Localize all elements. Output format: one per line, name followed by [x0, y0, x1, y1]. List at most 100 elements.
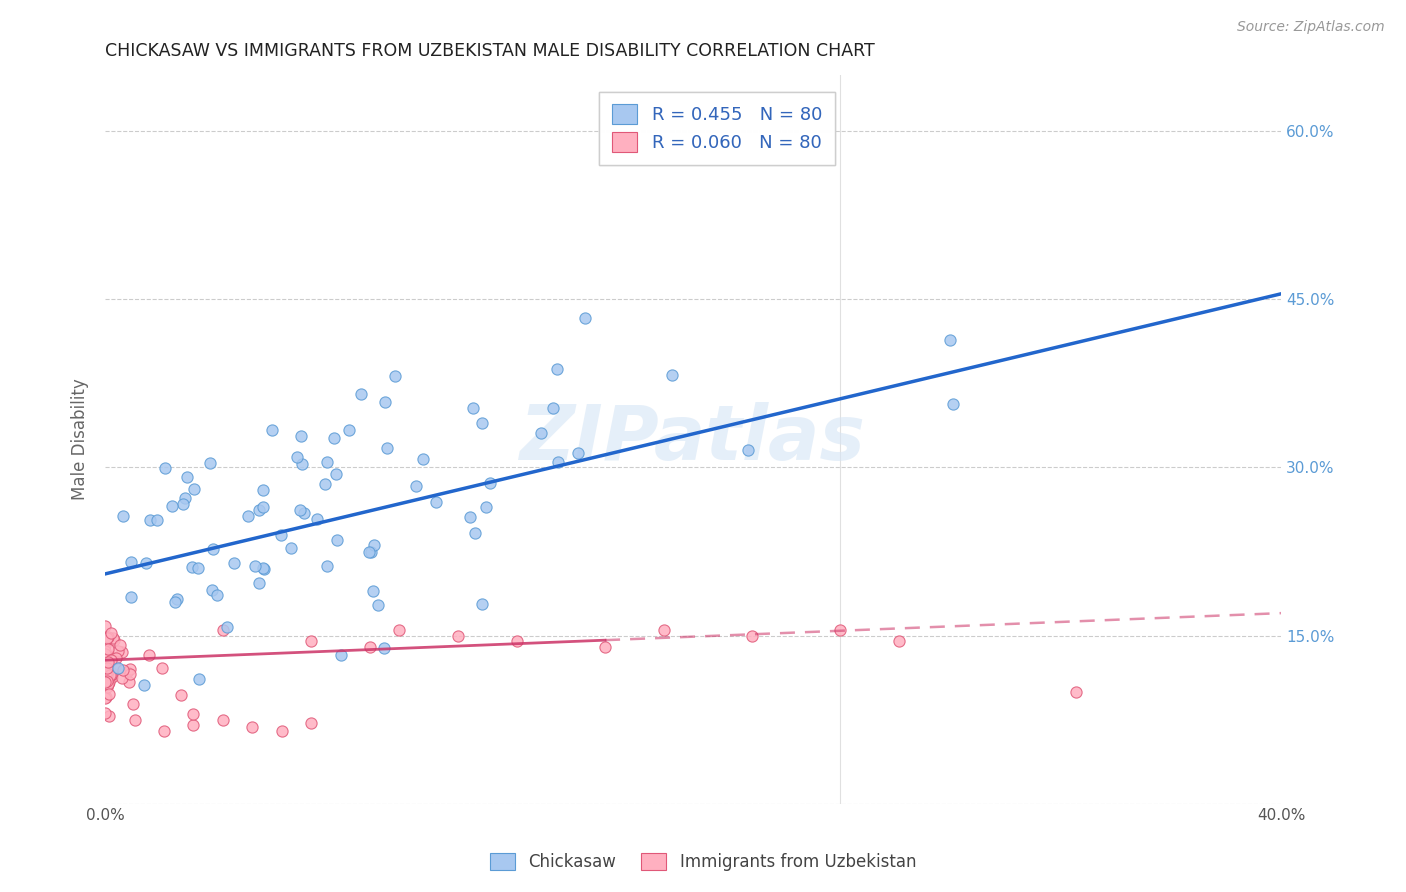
Point	[262, 423, 284, 437]
Point	[118, 662, 141, 676]
Point	[183, 706, 205, 721]
Point	[541, 401, 564, 415]
Point	[97, 642, 120, 657]
Point	[252, 483, 274, 497]
Point	[111, 508, 134, 523]
Point	[325, 467, 347, 481]
Point	[270, 528, 292, 542]
Point	[94, 690, 117, 705]
Point	[100, 626, 122, 640]
Point	[252, 500, 274, 514]
Point	[94, 706, 117, 720]
Point	[367, 599, 389, 613]
Point	[236, 508, 259, 523]
Point	[388, 623, 411, 637]
Point	[337, 423, 360, 437]
Point	[153, 461, 176, 475]
Point	[94, 674, 117, 689]
Point	[94, 638, 117, 652]
Point	[737, 443, 759, 458]
Point	[100, 667, 122, 681]
Point	[357, 545, 380, 559]
Point	[661, 368, 683, 383]
Point	[478, 475, 501, 490]
Point	[153, 723, 176, 738]
Point	[741, 628, 763, 642]
Point	[183, 482, 205, 496]
Point	[165, 595, 187, 609]
Point	[96, 632, 118, 646]
Point	[471, 416, 494, 430]
Point	[138, 648, 160, 662]
Point	[98, 668, 121, 682]
Point	[224, 557, 246, 571]
Point	[280, 541, 302, 555]
Point	[471, 598, 494, 612]
Point	[405, 479, 427, 493]
Point	[375, 441, 398, 455]
Point	[96, 673, 118, 688]
Point	[101, 650, 124, 665]
Point	[288, 503, 311, 517]
Point	[94, 666, 117, 681]
Point	[94, 652, 117, 666]
Point	[361, 583, 384, 598]
Point	[285, 450, 308, 464]
Point	[100, 669, 122, 683]
Point	[139, 513, 162, 527]
Point	[101, 667, 124, 681]
Text: ZIPatlas: ZIPatlas	[520, 402, 866, 476]
Point	[160, 499, 183, 513]
Point	[98, 664, 121, 678]
Legend: R = 0.455   N = 80, R = 0.060   N = 80: R = 0.455 N = 80, R = 0.060 N = 80	[599, 92, 835, 165]
Point	[506, 634, 529, 648]
Point	[323, 431, 346, 445]
Point	[374, 394, 396, 409]
Point	[211, 713, 233, 727]
Point	[97, 655, 120, 669]
Point	[94, 619, 117, 633]
Point	[110, 638, 132, 652]
Point	[94, 634, 117, 648]
Point	[546, 361, 568, 376]
Point	[245, 558, 267, 573]
Point	[100, 653, 122, 667]
Point	[247, 503, 270, 517]
Point	[207, 588, 229, 602]
Point	[94, 665, 117, 679]
Point	[299, 634, 322, 648]
Point	[574, 310, 596, 325]
Point	[173, 491, 195, 505]
Point	[211, 623, 233, 637]
Point	[247, 576, 270, 591]
Point	[103, 633, 125, 648]
Point	[103, 631, 125, 645]
Point	[176, 470, 198, 484]
Point	[115, 665, 138, 680]
Point	[547, 455, 569, 469]
Point	[118, 666, 141, 681]
Point	[94, 648, 117, 662]
Point	[359, 640, 381, 654]
Point	[105, 651, 128, 665]
Point	[118, 675, 141, 690]
Point	[292, 506, 315, 520]
Point	[183, 718, 205, 732]
Point	[291, 458, 314, 472]
Point	[120, 555, 142, 569]
Point	[172, 496, 194, 510]
Point	[314, 477, 336, 491]
Point	[567, 446, 589, 460]
Point	[94, 670, 117, 684]
Point	[889, 634, 911, 648]
Point	[240, 720, 263, 734]
Point	[124, 713, 146, 727]
Point	[96, 681, 118, 695]
Text: Source: ZipAtlas.com: Source: ZipAtlas.com	[1237, 20, 1385, 34]
Point	[316, 559, 339, 574]
Point	[170, 688, 193, 702]
Point	[96, 667, 118, 681]
Point	[94, 673, 117, 687]
Point	[458, 510, 481, 524]
Point	[146, 513, 169, 527]
